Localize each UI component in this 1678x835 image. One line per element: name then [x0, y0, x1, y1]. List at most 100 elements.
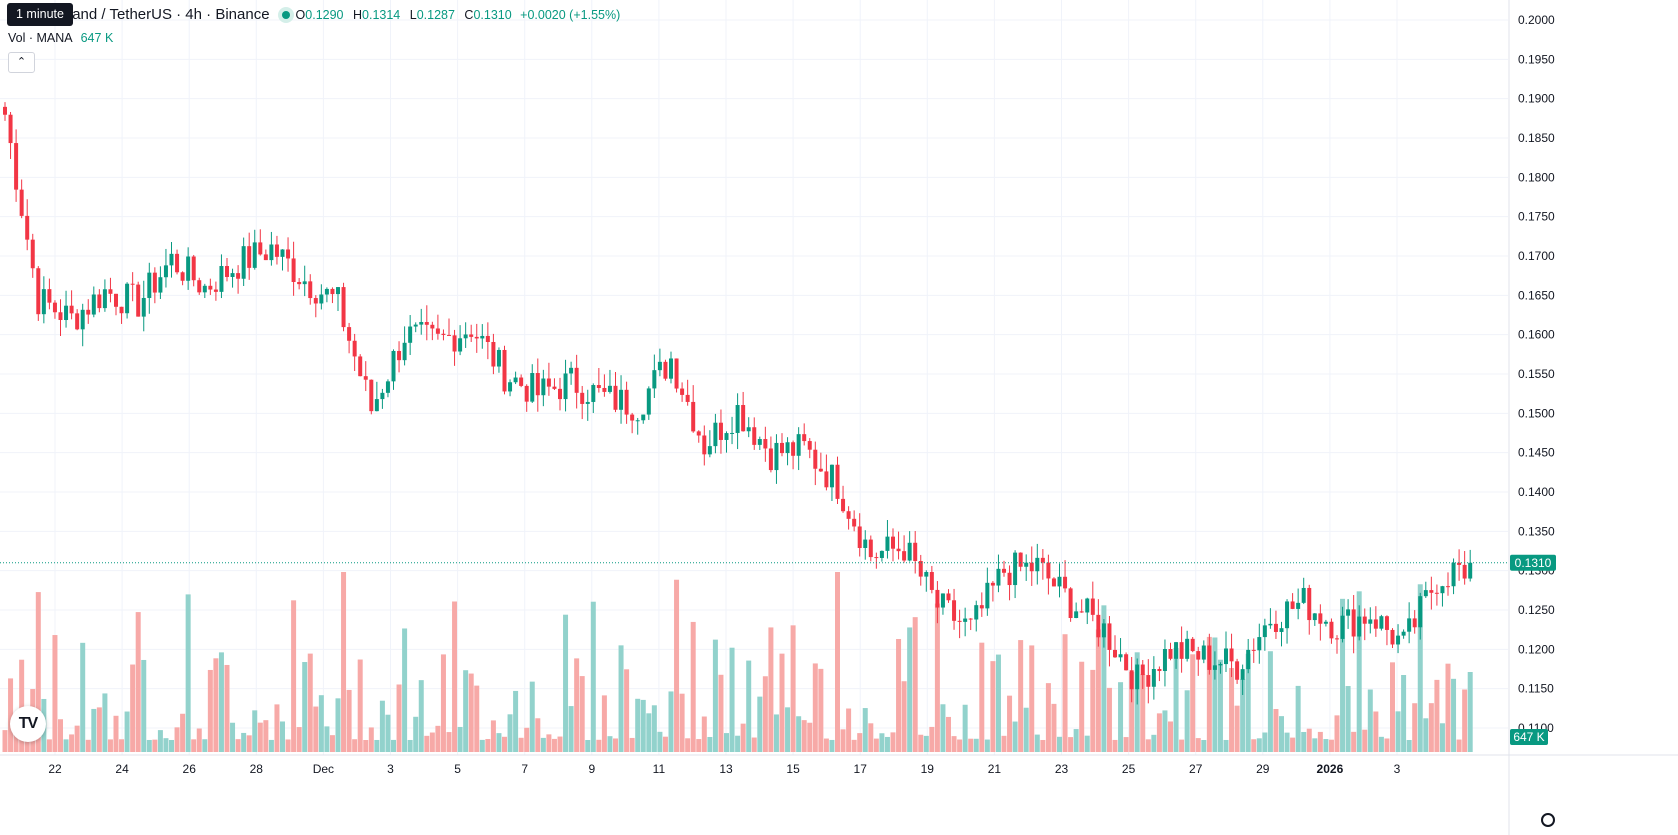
candle-down[interactable]: [36, 266, 41, 321]
candle-down[interactable]: [1273, 610, 1278, 639]
candle-up[interactable]: [1401, 629, 1406, 639]
candle-down[interactable]: [1124, 652, 1129, 671]
candle-down[interactable]: [1040, 549, 1045, 580]
candle-down[interactable]: [680, 382, 685, 402]
candle-down[interactable]: [363, 361, 368, 392]
candle-up[interactable]: [569, 361, 574, 385]
candle-down[interactable]: [69, 290, 74, 320]
candle-down[interactable]: [902, 535, 907, 563]
candle-down[interactable]: [763, 426, 768, 462]
candle-down[interactable]: [258, 229, 263, 256]
candle-down[interactable]: [846, 506, 851, 530]
candle-up[interactable]: [585, 389, 590, 421]
candle-down[interactable]: [841, 485, 846, 513]
candle-down[interactable]: [247, 232, 252, 280]
candle-up[interactable]: [669, 351, 673, 384]
candle-down[interactable]: [114, 293, 118, 316]
candle-down[interactable]: [52, 300, 57, 319]
candle-down[interactable]: [580, 385, 585, 420]
candle-up[interactable]: [746, 417, 751, 438]
candle-up[interactable]: [885, 520, 890, 559]
candle-up[interactable]: [1212, 651, 1217, 680]
candle-up[interactable]: [158, 266, 163, 299]
candle-up[interactable]: [1185, 630, 1190, 662]
candle-down[interactable]: [824, 454, 829, 491]
candle-down[interactable]: [152, 267, 157, 304]
candle-up[interactable]: [1085, 597, 1090, 625]
collapse-legend-button[interactable]: ⌃: [8, 52, 35, 73]
candle-up[interactable]: [996, 554, 1001, 593]
candle-up[interactable]: [735, 393, 740, 450]
candle-down[interactable]: [918, 554, 923, 586]
candle-up[interactable]: [1440, 585, 1445, 607]
candle-up[interactable]: [829, 464, 834, 502]
candle-down[interactable]: [369, 379, 374, 415]
candle-down[interactable]: [946, 589, 951, 603]
candle-up[interactable]: [64, 290, 69, 328]
candle-up[interactable]: [1340, 606, 1345, 643]
candle-up[interactable]: [202, 283, 207, 299]
candle-down[interactable]: [130, 272, 135, 302]
candle-down[interactable]: [1307, 584, 1312, 635]
candle-down[interactable]: [213, 281, 218, 301]
candle-down[interactable]: [968, 618, 973, 631]
candle-up[interactable]: [1418, 592, 1423, 640]
candle-up[interactable]: [147, 262, 152, 314]
candle-down[interactable]: [990, 581, 995, 602]
candle-down[interactable]: [1251, 638, 1256, 663]
candle-up[interactable]: [1162, 639, 1167, 687]
candle-up[interactable]: [1024, 554, 1029, 581]
candle-up[interactable]: [757, 436, 762, 451]
candle-up[interactable]: [985, 567, 990, 616]
candle-down[interactable]: [25, 199, 30, 251]
candle-down[interactable]: [1046, 554, 1051, 595]
candle-up[interactable]: [458, 325, 463, 356]
candle-down[interactable]: [957, 609, 962, 639]
candle-down[interactable]: [430, 321, 435, 341]
candle-up[interactable]: [1201, 640, 1206, 664]
candle-up[interactable]: [924, 570, 929, 592]
candle-down[interactable]: [180, 271, 185, 286]
candle-up[interactable]: [1057, 563, 1062, 598]
candle-down[interactable]: [136, 281, 141, 317]
candle-up[interactable]: [380, 388, 385, 409]
candle-down[interactable]: [1412, 610, 1417, 634]
candle-up[interactable]: [513, 371, 518, 385]
candle-down[interactable]: [424, 305, 429, 341]
candle-down[interactable]: [552, 378, 557, 391]
candle-down[interactable]: [452, 329, 457, 366]
candle-up[interactable]: [652, 354, 657, 399]
candle-down[interactable]: [1434, 584, 1439, 606]
candle-down[interactable]: [1029, 546, 1034, 586]
candle-up[interactable]: [252, 229, 257, 270]
candle-down[interactable]: [1207, 633, 1212, 675]
candle-up[interactable]: [391, 349, 396, 390]
symbol-title[interactable]: Decentraland / TetherUS · 4h · Binance: [8, 6, 270, 23]
candle-down[interactable]: [308, 274, 313, 305]
candle-down[interactable]: [802, 423, 807, 446]
candle-down[interactable]: [546, 362, 551, 396]
candle-down[interactable]: [624, 381, 629, 424]
candle-down[interactable]: [397, 341, 402, 373]
candle-up[interactable]: [80, 303, 85, 347]
candle-down[interactable]: [485, 322, 490, 360]
candle-down[interactable]: [807, 438, 812, 459]
candle-down[interactable]: [1068, 587, 1073, 622]
candle-down[interactable]: [818, 452, 823, 472]
candle-down[interactable]: [952, 588, 957, 630]
candle-up[interactable]: [907, 531, 912, 562]
candle-up[interactable]: [1118, 638, 1123, 662]
candle-down[interactable]: [1129, 656, 1134, 703]
candle-down[interactable]: [602, 374, 607, 397]
candle-down[interactable]: [1190, 637, 1195, 653]
candle-up[interactable]: [635, 417, 640, 435]
candle-down[interactable]: [1235, 658, 1240, 684]
candle-up[interactable]: [1013, 550, 1018, 599]
candle-down[interactable]: [19, 179, 24, 219]
candle-up[interactable]: [730, 416, 735, 445]
candle-up[interactable]: [963, 607, 968, 637]
candle-down[interactable]: [1157, 666, 1162, 682]
candle-down[interactable]: [558, 377, 562, 411]
candle-down[interactable]: [1051, 577, 1056, 587]
